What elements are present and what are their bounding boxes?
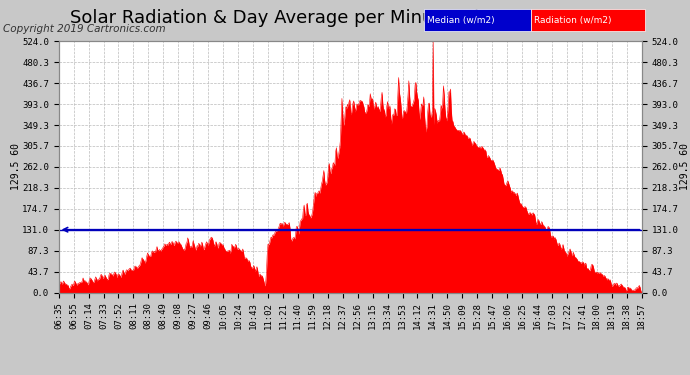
Text: Median (w/m2): Median (w/m2) <box>427 16 495 25</box>
Text: Solar Radiation & Day Average per Minute  Thu Apr 11 19:14: Solar Radiation & Day Average per Minute… <box>70 9 620 27</box>
Y-axis label: 129.5 60: 129.5 60 <box>10 143 21 190</box>
Text: Copyright 2019 Cartronics.com: Copyright 2019 Cartronics.com <box>3 24 166 34</box>
Y-axis label: 129.5 60: 129.5 60 <box>680 143 690 190</box>
Text: Radiation (w/m2): Radiation (w/m2) <box>534 16 611 25</box>
